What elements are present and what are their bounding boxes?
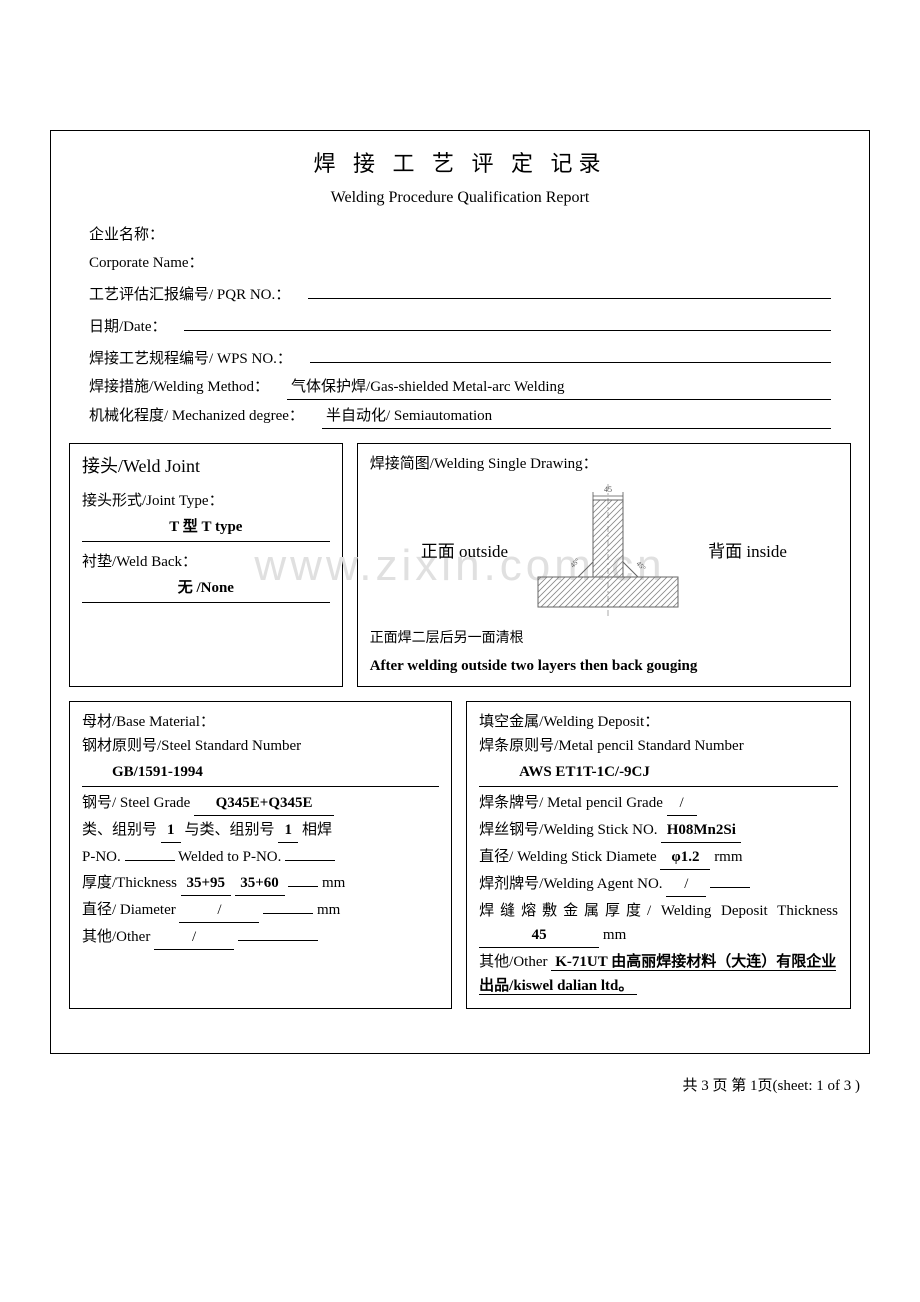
bm-class-mid: 与类、组别号 <box>185 822 275 838</box>
bm-thick-unit: mm <box>322 875 345 891</box>
corp-label-cn: 企业名称： <box>89 223 164 247</box>
bm-thick-label: 厚度/Thickness <box>82 875 177 891</box>
dp-std-value: AWS ET1T-1C/-9CJ <box>479 758 838 787</box>
dp-agent-v: / <box>666 872 706 897</box>
bm-heading: 母材/Base Material： <box>82 710 439 734</box>
dp-std-label: 焊条原则号/Metal pencil Standard Number <box>479 734 838 758</box>
dp-stick-label: 焊丝钢号/Welding Stick NO. <box>479 822 657 838</box>
row-materials: 母材/Base Material： 钢材原则号/Steel Standard N… <box>69 701 851 1009</box>
box-drawing: 焊接简图/Welding Single Drawing： 正面 outside <box>357 443 851 687</box>
header-fields: 企业名称： Corporate Name： 工艺评估汇报编号/ PQR NO.：… <box>89 223 831 429</box>
bm-dia-v: / <box>179 898 259 923</box>
bm-pno-v1 <box>125 860 175 861</box>
pqr-value <box>308 279 831 299</box>
joint-type-label: 接头形式/Joint Type： <box>82 489 330 513</box>
dp-stick-v: H08Mn2Si <box>661 818 741 843</box>
mech-value: 半自动化/ Semiautomation <box>322 404 831 429</box>
page-footer: 共 3 页 第 1页(sheet: 1 of 3 ) <box>0 1074 860 1098</box>
bm-class-prefix: 类、组别号 <box>82 822 157 838</box>
bm-other-blank <box>238 940 318 941</box>
dp-dia-unit: rmm <box>714 849 742 865</box>
joint-back-label: 衬垫/Weld Back： <box>82 550 330 574</box>
dp-dia-v: φ1.2 <box>660 845 710 870</box>
svg-text:45°: 45° <box>569 556 582 569</box>
row-joint-drawing: 接头/Weld Joint 接头形式/Joint Type： T 型 T typ… <box>69 443 851 687</box>
dp-depthick-v: 45 <box>479 923 599 948</box>
bm-thick-blank <box>288 886 318 887</box>
box-joint: 接头/Weld Joint 接头形式/Joint Type： T 型 T typ… <box>69 443 343 687</box>
drawing-note-en: After welding outside two layers then ba… <box>370 654 838 678</box>
bm-std-label: 钢材原则号/Steel Standard Number <box>82 734 439 758</box>
page-frame: www.zixin.com.cn 焊 接 工 艺 评 定 记录 Welding … <box>50 130 870 1054</box>
method-value: 气体保护焊/Gas-shielded Metal-arc Welding <box>287 375 831 400</box>
box-deposit: 填空金属/Welding Deposit： 焊条原则号/Metal pencil… <box>466 701 851 1009</box>
dp-agent-label: 焊剂牌号/Welding Agent NO. <box>479 876 662 892</box>
bm-class-suffix: 相焊 <box>302 822 332 838</box>
title-sub: Welding Procedure Qualification Report <box>69 185 851 211</box>
bm-pno-mid: Welded to P-NO. <box>178 849 281 865</box>
bm-dia-blank <box>263 913 313 914</box>
bm-class-v2: 1 <box>278 818 298 843</box>
outside-label: 正面 outside <box>421 538 508 565</box>
dp-other-label: 其他/Other <box>479 954 547 970</box>
joint-back-value: 无 /None <box>82 574 330 603</box>
mech-label: 机械化程度/ Mechanized degree： <box>89 404 304 428</box>
weld-drawing-svg: 45 45° 45° <box>528 482 688 622</box>
dp-agent-blank <box>710 887 750 888</box>
dp-grade-label: 焊条牌号/ Metal pencil Grade <box>479 795 663 811</box>
title-main: 焊 接 工 艺 评 定 记录 <box>69 146 851 181</box>
joint-type-value: T 型 T type <box>82 513 330 542</box>
bm-std-value: GB/1591-1994 <box>82 758 439 787</box>
bm-thick-v2: 35+60 <box>235 871 285 896</box>
drawing-heading: 焊接简图/Welding Single Drawing： <box>370 452 838 476</box>
method-label: 焊接措施/Welding Method： <box>89 375 269 399</box>
wps-label: 焊接工艺规程编号/ WPS NO.： <box>89 347 292 371</box>
dp-heading: 填空金属/Welding Deposit： <box>479 710 838 734</box>
svg-text:45°: 45° <box>635 560 648 573</box>
dp-depthick-unit: mm <box>603 927 626 943</box>
joint-heading: 接头/Weld Joint <box>82 452 330 481</box>
bm-grade-value: Q345E+Q345E <box>194 791 334 816</box>
dp-depthick-label: 焊缝熔敷金属厚度/ Welding Deposit Thickness <box>479 903 838 919</box>
bm-grade-label: 钢号/ Steel Grade <box>82 795 190 811</box>
wps-value <box>310 343 831 363</box>
bm-class-v1: 1 <box>161 818 181 843</box>
date-value <box>184 311 831 331</box>
bm-pno-label: P-NO. <box>82 849 121 865</box>
box-base-material: 母材/Base Material： 钢材原则号/Steel Standard N… <box>69 701 452 1009</box>
bm-pno-v2 <box>285 860 335 861</box>
dp-dia-label: 直径/ Welding Stick Diamete <box>479 849 657 865</box>
bm-other-v: / <box>154 925 234 950</box>
inside-label: 背面 inside <box>708 538 787 565</box>
date-label: 日期/Date： <box>89 315 166 339</box>
dp-grade-v: / <box>667 791 697 816</box>
pqr-label: 工艺评估汇报编号/ PQR NO.： <box>89 283 290 307</box>
drawing-note-cn: 正面焊二层后另一面清根 <box>370 628 838 650</box>
bm-thick-v1: 35+95 <box>181 871 231 896</box>
bm-other-label: 其他/Other <box>82 929 150 945</box>
bm-dia-unit: mm <box>317 902 340 918</box>
corp-label-en: Corporate Name： <box>89 251 204 275</box>
bm-dia-label: 直径/ Diameter <box>82 902 176 918</box>
drawing-wrap: 正面 outside 45 <box>370 482 838 622</box>
